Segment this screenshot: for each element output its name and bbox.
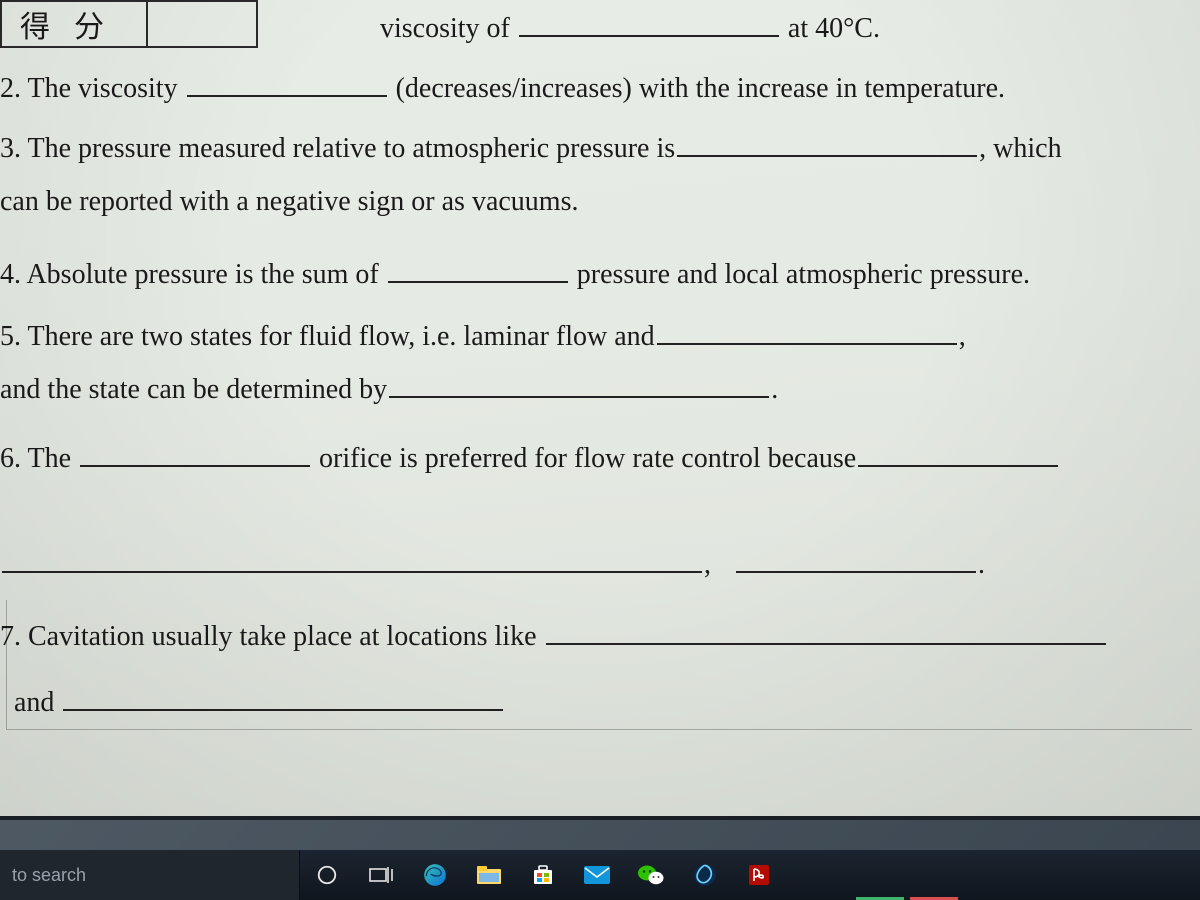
q5-pre: 5. There are two states for fluid flow, … [0, 321, 655, 352]
q1-post: at 40°C. [788, 13, 880, 44]
score-table: 得分 [0, 0, 258, 48]
adobe-reader-icon[interactable] [732, 850, 786, 900]
q6: 6. The orifice is preferred for flow rat… [0, 432, 1182, 592]
q6-blank1 [80, 438, 310, 467]
taskbar-search-placeholder: to search [12, 865, 86, 886]
text-cursor-icon [855, 445, 857, 475]
q7-blank [546, 616, 1106, 645]
document-paper: 得分 viscosity of at 40°C. 2. The viscosit… [0, 0, 1200, 820]
edge-icon[interactable] [408, 850, 462, 900]
q2: 2. The viscosity (decreases/increases) w… [0, 62, 1182, 115]
q7-pre: 7. Cavitation usually take place at loca… [0, 621, 537, 652]
q6-blank3 [2, 544, 702, 573]
file-explorer-icon[interactable] [462, 850, 516, 900]
q6-blank2 [858, 438, 1058, 467]
screen: 得分 viscosity of at 40°C. 2. The viscosit… [0, 0, 1200, 900]
q5-blank2 [389, 369, 769, 398]
taskbar-search[interactable]: to search [0, 850, 300, 900]
q2-hint: (decreases/increases) with the increase … [396, 73, 1005, 104]
q2-blank [187, 68, 387, 97]
q1-blank [519, 8, 779, 37]
q5-blank1 [657, 316, 957, 345]
q5: 5. There are two states for fluid flow, … [0, 310, 1182, 416]
q1-tail: viscosity of at 40°C. [380, 2, 1180, 55]
mail-icon[interactable] [570, 850, 624, 900]
q5-tail: , [959, 321, 966, 352]
browser-swirl-icon[interactable] [678, 850, 732, 900]
wechat-icon[interactable] [624, 850, 678, 900]
q-and-pre: and [14, 687, 54, 718]
q3: 3. The pressure measured relative to atm… [0, 122, 1182, 228]
taskbar: to search [0, 850, 1200, 900]
q4-blank [388, 254, 568, 283]
q6-pre: 6. The [0, 443, 71, 474]
q7: 7. Cavitation usually take place at loca… [0, 610, 1182, 663]
microsoft-store-icon[interactable] [516, 850, 570, 900]
q3-line2: can be reported with a negative sign or … [0, 186, 578, 217]
q4-post: pressure and local atmospheric pressure. [577, 259, 1030, 290]
cortana-icon[interactable] [300, 850, 354, 900]
task-view-icon[interactable] [354, 850, 408, 900]
q7-and-line: and [14, 676, 1182, 729]
score-label: 得分 [1, 1, 147, 47]
score-box: 得分 [0, 0, 258, 48]
score-value-cell [147, 1, 257, 47]
q-and-blank [63, 682, 503, 711]
taskbar-icons [300, 850, 786, 900]
q6-mid: orifice is preferred for flow rate contr… [319, 443, 856, 474]
q4: 4. Absolute pressure is the sum of press… [0, 248, 1182, 301]
q3-pre: 3. The pressure measured relative to atm… [0, 133, 675, 164]
q5-line2-tail: . [771, 374, 778, 405]
q3-blank [677, 128, 977, 157]
q1-pre: viscosity of [380, 13, 510, 44]
q2-pre: 2. The viscosity [0, 73, 178, 104]
q6-blank4 [736, 544, 976, 573]
q3-tail: , which [979, 133, 1061, 164]
q5-line2-pre: and the state can be determined by [0, 374, 387, 405]
q4-pre: 4. Absolute pressure is the sum of [0, 259, 379, 290]
q6-tail-comma: , [704, 549, 711, 580]
